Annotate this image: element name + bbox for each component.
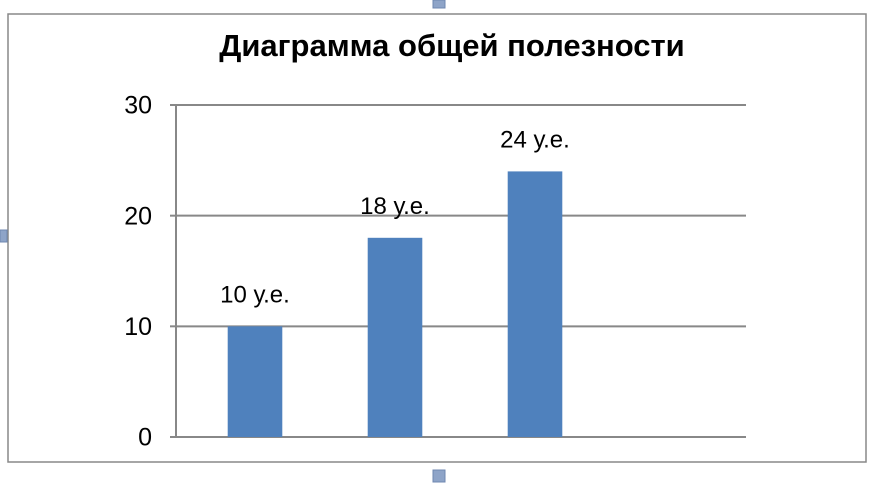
resize-handle[interactable]: [0, 229, 8, 243]
resize-handle[interactable]: [432, 469, 446, 483]
chart-frame: [7, 13, 867, 463]
bar: [367, 237, 423, 437]
data-label: 10 у.е.: [220, 282, 290, 309]
y-tick-label: 0: [138, 424, 152, 452]
y-tick-label: 20: [124, 202, 152, 230]
data-label: 24 у.е.: [500, 127, 570, 154]
y-tick-label: 30: [124, 92, 152, 120]
chart-title: Диаграмма общей полезности: [219, 28, 684, 63]
y-tick-label: 10: [124, 313, 152, 341]
data-label: 18 у.е.: [360, 193, 430, 220]
resize-handle[interactable]: [432, 0, 446, 9]
bar: [227, 326, 283, 437]
bar: [507, 171, 563, 437]
